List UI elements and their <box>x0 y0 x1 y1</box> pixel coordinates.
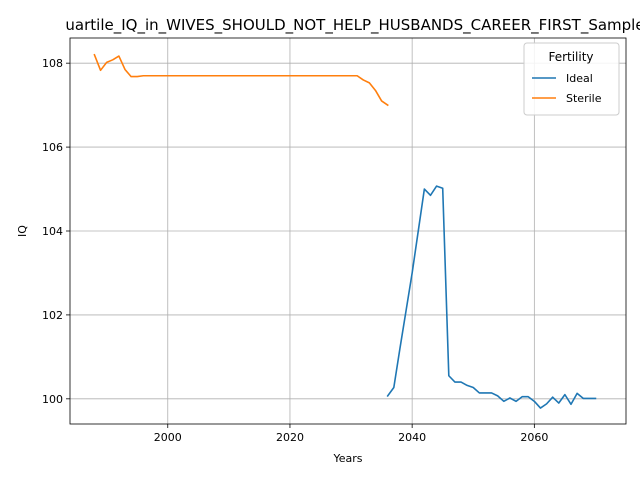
series-line-ideal <box>386 185 597 409</box>
y-axis-label: IQ <box>16 225 29 237</box>
legend-title: Fertility <box>548 50 593 64</box>
x-tick-label: 2000 <box>154 431 182 444</box>
y-tick-label: 102 <box>42 309 63 322</box>
y-tick-label: 108 <box>42 57 63 70</box>
y-tick-label: 100 <box>42 393 63 406</box>
legend-label-ideal: Ideal <box>566 72 593 85</box>
axis-ticks: 2000 2020 2040 2060 100 102 104 106 108 <box>42 57 548 444</box>
series-line-sterile <box>93 53 389 107</box>
x-tick-label: 2040 <box>398 431 426 444</box>
x-tick-label: 2020 <box>276 431 304 444</box>
x-axis-label: Years <box>332 452 362 465</box>
x-tick-label: 2060 <box>520 431 548 444</box>
y-tick-label: 106 <box>42 141 63 154</box>
chart-title: uartile_IQ_in_WIVES_SHOULD_NOT_HELP_HUSB… <box>65 16 640 35</box>
legend-box <box>523 42 620 116</box>
legend-label-sterile: Sterile <box>566 92 602 105</box>
legend: Fertility Ideal Sterile <box>523 42 620 116</box>
series-layer <box>93 53 597 409</box>
y-tick-label: 104 <box>42 225 63 238</box>
